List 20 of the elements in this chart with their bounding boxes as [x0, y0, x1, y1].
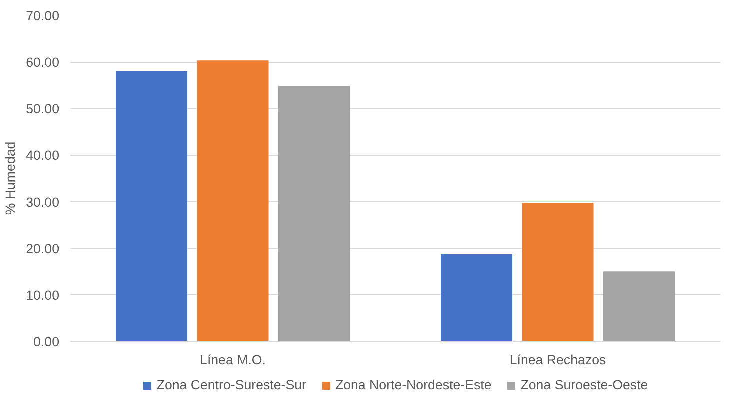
bar — [522, 203, 594, 342]
legend-label: Zona Centro-Sureste-Sur — [156, 378, 306, 392]
y-tick-label: 40.00 — [26, 148, 60, 164]
y-tick-label: 60.00 — [26, 55, 60, 70]
bar — [441, 254, 512, 342]
legend-label: Zona Suroeste-Oeste — [520, 378, 648, 392]
y-tick-label: 70.00 — [26, 8, 60, 24]
x-tick-label: Línea Rechazos — [510, 352, 606, 368]
bar — [116, 71, 188, 342]
bar — [278, 86, 350, 342]
y-tick-label: 10.00 — [26, 288, 60, 303]
y-tick-label: 50.00 — [26, 102, 60, 117]
y-tick-label: 30.00 — [26, 194, 60, 210]
y-tick-label: 20.00 — [26, 241, 60, 256]
x-tick-label: Línea M.O. — [200, 352, 266, 368]
legend-label: Zona Norte-Nordeste-Este — [335, 378, 492, 392]
bar — [604, 272, 675, 342]
bar — [197, 60, 269, 342]
y-tick-label: 0.00 — [34, 334, 60, 350]
y-axis-title: % Humedad — [3, 142, 18, 216]
